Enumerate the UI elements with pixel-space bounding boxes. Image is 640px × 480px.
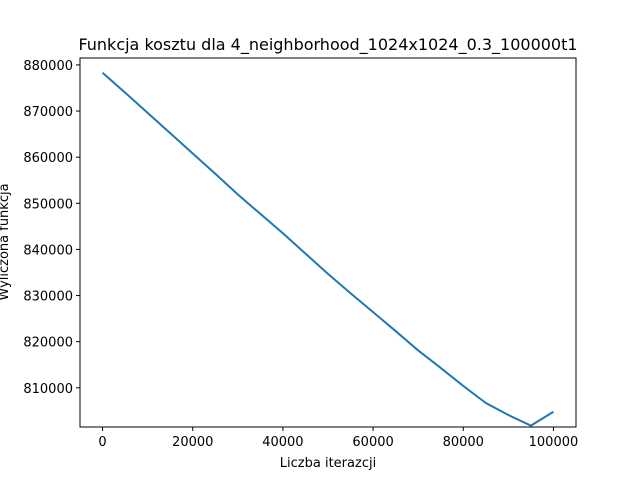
- x-tick-label: 20000: [172, 435, 213, 450]
- y-tick-label: 880000: [23, 59, 73, 74]
- y-axis: 810000 820000 830000 840000 850000 860000 8700…: [23, 59, 80, 397]
- plot-area: [79, 57, 577, 428]
- y-tick-label: 850000: [23, 197, 73, 212]
- chart-title: Funkcja kosztu dla 4_neighborhood_1024x1…: [78, 35, 577, 55]
- y-axis-label: Wyliczona funkcja: [0, 183, 12, 300]
- x-tick-label: 40000: [262, 435, 303, 450]
- x-tick-label: 80000: [443, 435, 484, 450]
- x-axis: 0 20000 40000 60000 80000 100000: [98, 427, 578, 450]
- y-tick-label: 810000: [23, 382, 73, 397]
- y-tick-label: 840000: [23, 243, 73, 258]
- series-line-0: [101, 72, 554, 427]
- y-tick-label: 860000: [23, 151, 73, 166]
- y-tick-label: 820000: [23, 336, 73, 351]
- y-tick-label: 870000: [23, 105, 73, 120]
- plot-frame: [79, 57, 577, 428]
- x-axis-label: Liczba iterazcji: [280, 456, 376, 471]
- x-tick-label: 0: [98, 435, 106, 450]
- x-tick-label: 100000: [529, 435, 579, 450]
- x-tick-label: 60000: [352, 435, 393, 450]
- y-tick-label: 830000: [23, 290, 73, 305]
